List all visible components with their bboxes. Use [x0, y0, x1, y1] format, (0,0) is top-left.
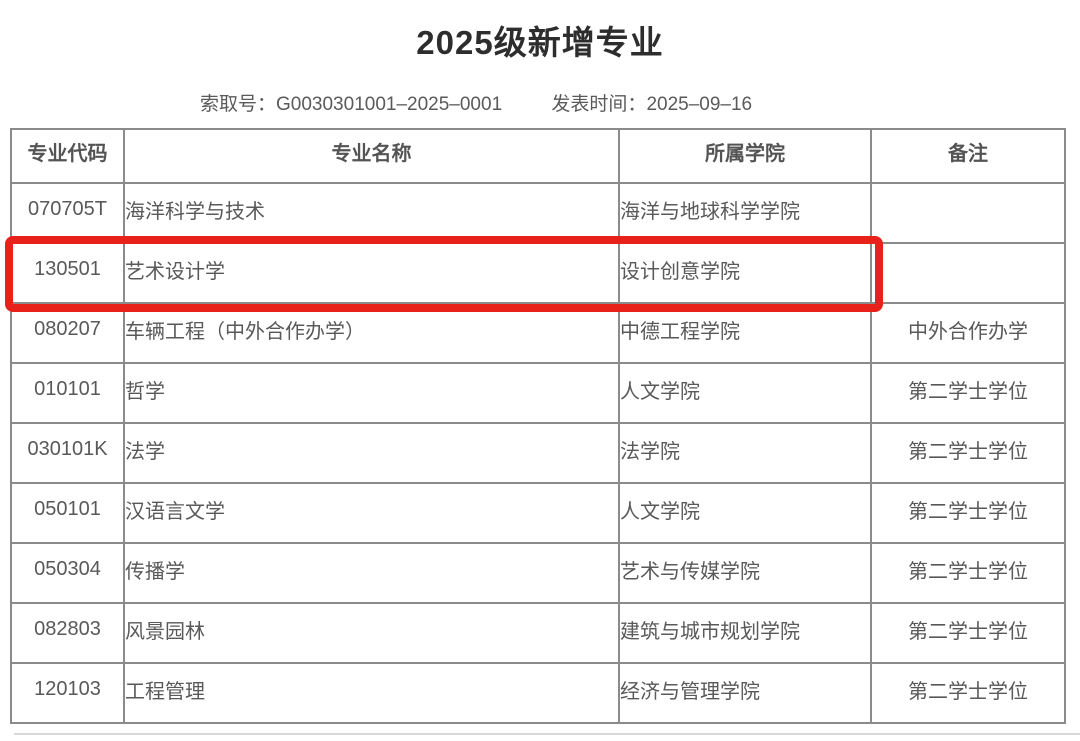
- major-code-cell: 130501: [10, 242, 125, 304]
- major-code-cell: 120103: [10, 662, 125, 724]
- major-name-cell: 工程管理: [123, 662, 620, 724]
- college-cell: 建筑与城市规划学院: [618, 602, 872, 664]
- page-title: 2025级新增专业: [416, 24, 664, 61]
- table-row: 130501 艺术设计学 设计创意学院: [10, 242, 1066, 304]
- college-cell: 人文学院: [618, 482, 872, 544]
- request-number-value: G0030301001–2025–0001: [276, 94, 503, 115]
- college-cell: 经济与管理学院: [618, 662, 872, 724]
- remark-cell: [870, 242, 1066, 304]
- request-number-label: 索取号：: [200, 94, 277, 115]
- college-cell: 中德工程学院: [618, 302, 872, 364]
- table-row: 070705T 海洋科学与技术 海洋与地球科学学院: [10, 182, 1066, 244]
- remark-cell: 中外合作办学: [870, 302, 1066, 364]
- college-cell: 艺术与传媒学院: [618, 542, 872, 604]
- major-code-cell: 030101K: [10, 422, 125, 484]
- college-cell: 设计创意学院: [618, 242, 872, 304]
- table-row: 082803 风景园林 建筑与城市规划学院 第二学士学位: [10, 602, 1066, 664]
- major-name-cell: 法学: [123, 422, 620, 484]
- college-cell: 海洋与地球科学学院: [618, 182, 872, 244]
- header-major-code: 专业代码: [10, 128, 125, 184]
- table-row: 050304 传播学 艺术与传媒学院 第二学士学位: [10, 542, 1066, 604]
- major-name-cell: 传播学: [123, 542, 620, 604]
- remark-cell: 第二学士学位: [870, 482, 1066, 544]
- table-body: 070705T 海洋科学与技术 海洋与地球科学学院 130501 艺术设计学 设…: [10, 182, 1066, 724]
- remark-cell: 第二学士学位: [870, 362, 1066, 424]
- major-name-cell: 汉语言文学: [123, 482, 620, 544]
- major-code-cell: 080207: [10, 302, 125, 364]
- college-cell: 法学院: [618, 422, 872, 484]
- major-name-cell: 哲学: [123, 362, 620, 424]
- major-code-cell: 010101: [10, 362, 125, 424]
- request-number: 索取号：G0030301001–2025–0001: [200, 89, 502, 116]
- publish-date-value: 2025–09–16: [646, 94, 753, 115]
- majors-table: 专业代码 专业名称 所属学院 备注 070705T 海洋科学与技术 海洋与地球科…: [10, 128, 1066, 724]
- major-name-cell: 艺术设计学: [123, 242, 620, 304]
- remark-cell: 第二学士学位: [870, 542, 1066, 604]
- remark-cell: 第二学士学位: [870, 422, 1066, 484]
- remark-cell: 第二学士学位: [870, 602, 1066, 664]
- table-row: 080207 车辆工程（中外合作办学） 中德工程学院 中外合作办学: [10, 302, 1066, 364]
- table-row: 030101K 法学 法学院 第二学士学位: [10, 422, 1066, 484]
- header-college: 所属学院: [618, 128, 872, 184]
- remark-cell: [870, 182, 1066, 244]
- header-major-name: 专业名称: [123, 128, 620, 184]
- document-meta: 索取号：G0030301001–2025–0001 发表时间：2025–09–1…: [200, 89, 752, 116]
- major-code-cell: 070705T: [10, 182, 125, 244]
- remark-cell: 第二学士学位: [870, 662, 1066, 724]
- major-name-cell: 海洋科学与技术: [123, 182, 620, 244]
- major-name-cell: 风景园林: [123, 602, 620, 664]
- major-code-cell: 050101: [10, 482, 125, 544]
- college-cell: 人文学院: [618, 362, 872, 424]
- publish-date-label: 发表时间：: [551, 94, 647, 115]
- header-remark: 备注: [870, 128, 1066, 184]
- major-code-cell: 050304: [10, 542, 125, 604]
- major-code-cell: 082803: [10, 602, 125, 664]
- table-row: 050101 汉语言文学 人文学院 第二学士学位: [10, 482, 1066, 544]
- major-name-cell: 车辆工程（中外合作办学）: [123, 302, 620, 364]
- bottom-divider: [14, 733, 1080, 735]
- table-header: 专业代码 专业名称 所属学院 备注: [10, 128, 1066, 184]
- header-row: 专业代码 专业名称 所属学院 备注: [10, 128, 1066, 184]
- publish-date: 发表时间：2025–09–16: [551, 89, 752, 116]
- table-row: 120103 工程管理 经济与管理学院 第二学士学位: [10, 662, 1066, 724]
- table-row: 010101 哲学 人文学院 第二学士学位: [10, 362, 1066, 424]
